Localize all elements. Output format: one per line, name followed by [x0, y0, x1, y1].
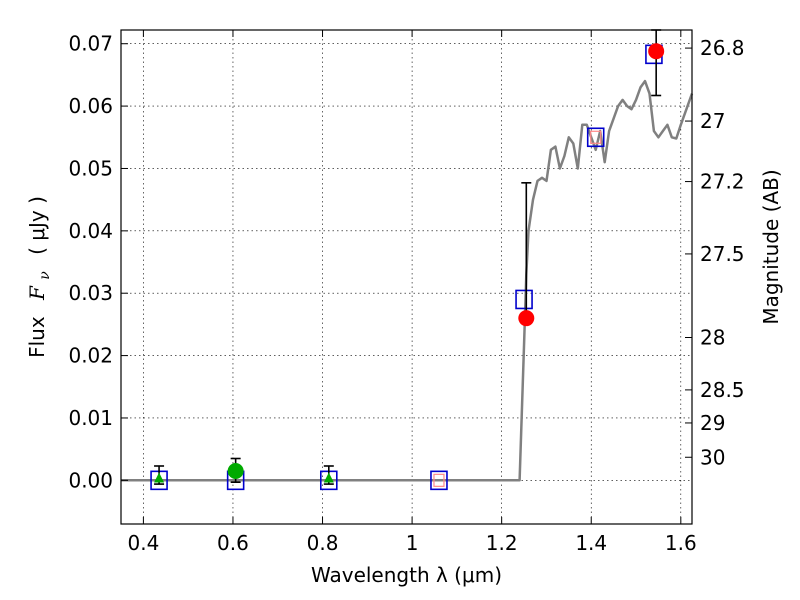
- ticks-layer: 0.4 0.6 0.8 1 1.2 1.4 1.6 0.00 0.01 0.02 0.03 0.04 0…: [68, 30, 745, 555]
- upper-limit-box: [433, 473, 445, 487]
- plot-frame: [120, 29, 693, 525]
- y2-tick-label: 27.2: [700, 170, 745, 194]
- grid-lines: [121, 30, 692, 524]
- x-tick-label: 1.2: [486, 531, 518, 555]
- model-band-square: [515, 289, 533, 310]
- model-band-square: [586, 127, 605, 148]
- green-triangle-point: [154, 472, 165, 483]
- detection-point: [648, 43, 665, 60]
- x-tick-label: 0.6: [217, 531, 249, 555]
- data-points-layer: [150, 29, 665, 491]
- x-tick-label: 0.4: [127, 531, 159, 555]
- x-tick-label: 1: [406, 531, 419, 555]
- y-axis-label-subscript: ν: [37, 271, 53, 280]
- y-tick-label: 0.03: [68, 281, 113, 305]
- y2-tick-label: 27: [700, 109, 725, 133]
- detection-point: [518, 310, 535, 327]
- y-tick-label: 0.04: [68, 219, 113, 243]
- y-tick-label: 0.05: [68, 156, 113, 180]
- model-band-square: [430, 470, 448, 491]
- y2-axis-label: Magnitude (AB): [759, 169, 783, 324]
- model-spectrum-line: [121, 79, 694, 482]
- upper-limit-box: [590, 130, 602, 144]
- y-axis-label-symbol: F: [25, 285, 49, 301]
- y-tick-label: 0.02: [68, 344, 113, 368]
- y2-tick-label: 28: [700, 326, 725, 350]
- y-axis-label-unit: ( μJy ): [25, 196, 49, 255]
- x-tick-label: 1.4: [575, 531, 607, 555]
- y-axis-label-prefix: Flux: [25, 316, 49, 358]
- y2-tick-label: 28.5: [700, 378, 745, 402]
- x-tick-label: 1.6: [665, 531, 697, 555]
- y2-tick-label: 30: [700, 445, 725, 469]
- green-triangle-point: [323, 472, 334, 483]
- x-tick-label: 0.8: [307, 531, 339, 555]
- y-tick-label: 0.00: [68, 468, 113, 492]
- model-curve-layer: [121, 79, 694, 482]
- y2-tick-label: 27.5: [700, 242, 745, 266]
- y-tick-label: 0.06: [68, 94, 113, 118]
- y-tick-label: 0.07: [68, 32, 113, 56]
- y-tick-label: 0.01: [68, 406, 113, 430]
- green-circle-point: [227, 462, 244, 479]
- x-axis-label: Wavelength λ (μm): [311, 563, 502, 587]
- y-axis-label: Flux F ν ( μJy ): [25, 196, 54, 358]
- y2-tick-label: 29: [700, 411, 725, 435]
- y2-tick-label: 26.8: [700, 36, 745, 60]
